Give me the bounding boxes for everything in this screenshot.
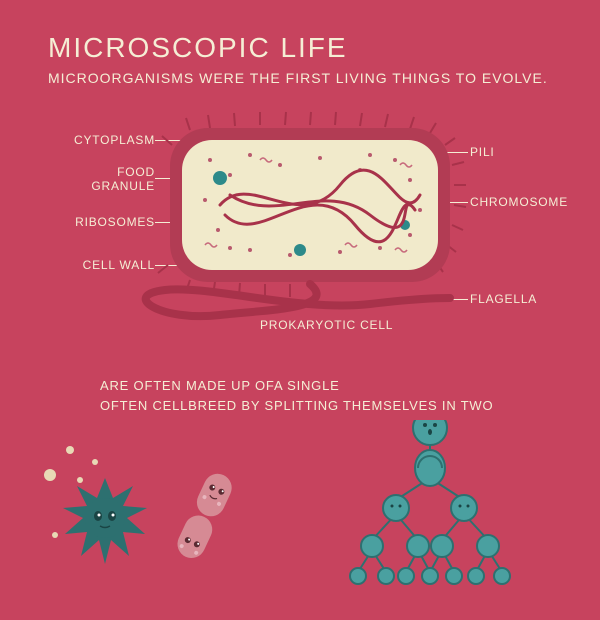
section2-line2: OFTEN CELLBREED BY SPLITTING THEMSELVES … [100,398,493,413]
prokaryotic-cell-diagram [0,0,600,340]
microbes-illustration [0,420,600,620]
prokaryotic-cell-caption: PROKARYOTIC CELL [260,318,393,332]
section2-line1: ARE OFTEN MADE UP OFA SINGLE [100,378,340,393]
